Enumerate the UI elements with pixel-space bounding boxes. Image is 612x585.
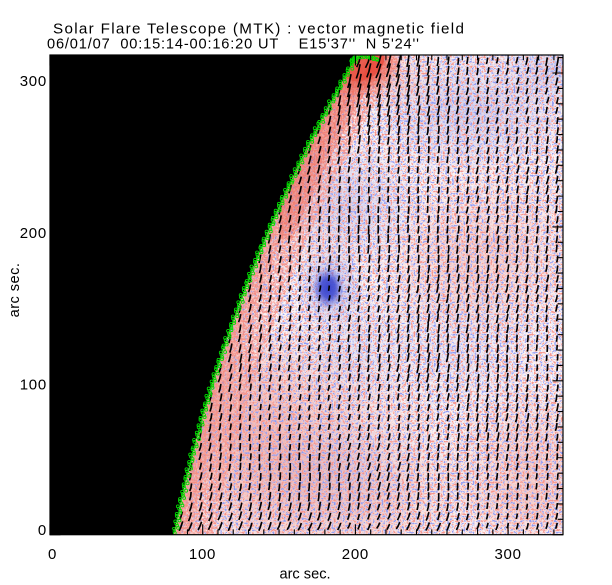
svg-text:200: 200 xyxy=(342,546,369,563)
svg-text:0: 0 xyxy=(38,522,47,539)
svg-text:arc sec.: arc sec. xyxy=(279,567,330,583)
svg-text:300: 300 xyxy=(20,73,47,90)
svg-text:100: 100 xyxy=(20,377,47,394)
svg-text:0: 0 xyxy=(48,546,57,563)
svg-text:300: 300 xyxy=(494,546,521,563)
svg-text:arc sec.: arc sec. xyxy=(7,263,23,318)
svg-text:Solar Flare Telescope (MTK) :: Solar Flare Telescope (MTK) : vector mag… xyxy=(53,20,465,37)
svg-text:100: 100 xyxy=(189,546,216,563)
svg-text:200: 200 xyxy=(20,225,47,242)
svg-text:06/01/07 00:15:14-00:16:20 UT: 06/01/07 00:15:14-00:16:20 UT E15'37'' N… xyxy=(47,36,420,52)
